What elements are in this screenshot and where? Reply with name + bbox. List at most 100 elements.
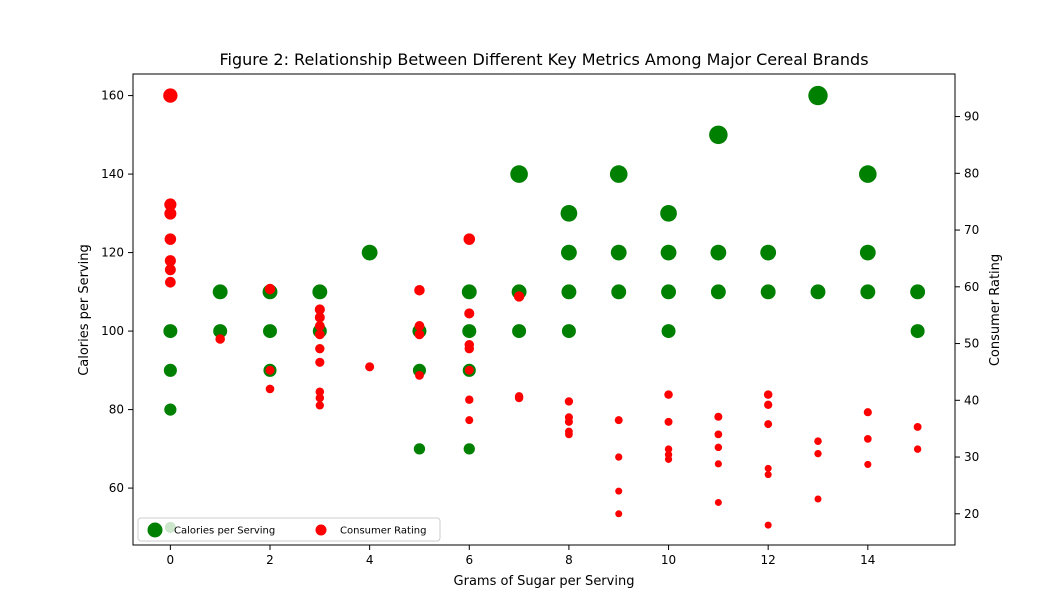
rating-point	[714, 443, 723, 452]
calories-point	[463, 443, 475, 455]
rating-point	[315, 357, 325, 367]
calories-point	[859, 244, 876, 261]
legend: Calories per Serving Consumer Rating	[137, 517, 441, 542]
x-tick-label: 0	[167, 553, 175, 567]
legend-marker-rating	[315, 524, 327, 536]
rating-point	[163, 88, 178, 103]
legend-label-calories: Calories per Serving	[174, 526, 275, 537]
y-left-tick-label: 160	[101, 89, 124, 103]
rating-point	[314, 312, 325, 323]
rating-point	[764, 420, 773, 429]
x-tick-label: 8	[565, 553, 573, 567]
calories-point	[163, 324, 178, 339]
calories-point	[610, 244, 627, 261]
calories-point	[510, 165, 528, 183]
calories-point	[413, 443, 426, 455]
rating-point	[714, 412, 723, 421]
rating-point	[864, 460, 872, 468]
legend-box	[137, 517, 441, 542]
rating-point	[664, 445, 673, 453]
calories-point	[760, 244, 777, 261]
rating-point	[465, 395, 474, 404]
calories-point	[263, 324, 277, 339]
rating-point	[763, 390, 773, 399]
calories-point	[561, 244, 577, 261]
rating-point	[164, 255, 176, 267]
rating-point	[315, 343, 325, 354]
rating-point	[464, 343, 474, 354]
rating-point	[913, 445, 922, 453]
x-tick-label: 14	[860, 553, 875, 567]
rating-point	[664, 390, 673, 399]
y-axis-right: 20 30 40 50 60 70 80 90	[955, 110, 979, 521]
calories-point	[213, 324, 228, 339]
rating-point	[863, 435, 872, 443]
calories-point	[859, 165, 877, 183]
y-left-tick-label: 80	[109, 403, 124, 417]
legend-label-rating: Consumer Rating	[340, 526, 426, 537]
y-left-tick-label: 100	[101, 324, 124, 338]
x-tick-label: 6	[465, 553, 473, 567]
calories-point	[660, 244, 677, 261]
rating-point	[414, 321, 425, 331]
chart-title: Figure 2: Relationship Between Different…	[219, 50, 868, 69]
rating-point	[164, 264, 176, 276]
rating-point	[314, 321, 325, 331]
calories-point	[312, 284, 328, 300]
calories-point	[710, 244, 727, 261]
rating-point	[764, 400, 773, 409]
y-right-tick-label: 20	[964, 507, 979, 521]
rating-point	[414, 284, 425, 296]
rating-point	[664, 455, 673, 463]
legend-marker-calories	[147, 522, 163, 538]
y-left-tick-label: 140	[101, 167, 124, 181]
rating-point	[465, 416, 474, 425]
y-right-tick-label: 70	[964, 223, 979, 237]
calories-point	[611, 284, 627, 300]
rating-point	[614, 416, 623, 425]
rating-point	[164, 198, 177, 211]
x-tick-label: 2	[266, 553, 274, 567]
y-axis-right-label: Consumer Rating	[988, 254, 1003, 366]
calories-point	[461, 284, 477, 300]
y-right-tick-label: 30	[964, 450, 979, 464]
rating-point	[365, 362, 375, 372]
rating-point	[714, 460, 722, 468]
calories-point	[810, 284, 826, 300]
calories-point	[512, 324, 527, 339]
y-left-tick-label: 120	[101, 246, 124, 260]
y-left-tick-label: 60	[109, 481, 124, 495]
rating-series	[163, 88, 922, 529]
rating-point	[164, 207, 177, 220]
plot-frame	[132, 73, 956, 546]
rating-point	[414, 329, 425, 340]
rating-point	[764, 521, 772, 529]
x-tick-label: 12	[761, 553, 776, 567]
rating-point	[714, 430, 723, 439]
calories-point	[561, 284, 577, 300]
rating-point	[264, 283, 276, 295]
rating-point	[764, 471, 772, 479]
rating-point	[814, 437, 822, 445]
rating-point	[315, 387, 325, 397]
calories-point	[760, 284, 776, 300]
rating-point	[315, 401, 324, 410]
calories-point	[164, 403, 177, 416]
calories-point	[910, 284, 926, 300]
calories-series	[163, 85, 926, 533]
calories-point	[163, 363, 177, 377]
y-axis-left: 60 80 100 120 140 160	[101, 89, 133, 495]
calories-point	[661, 284, 676, 300]
y-right-tick-label: 50	[964, 337, 979, 351]
rating-point	[615, 487, 623, 495]
rating-point	[863, 408, 872, 417]
rating-point	[315, 393, 325, 403]
rating-point	[165, 276, 176, 288]
x-tick-label: 10	[661, 553, 676, 567]
rating-point	[464, 308, 475, 319]
rating-point	[265, 365, 275, 375]
rating-point	[215, 334, 225, 344]
rating-point	[464, 365, 474, 375]
rating-point	[314, 329, 325, 340]
